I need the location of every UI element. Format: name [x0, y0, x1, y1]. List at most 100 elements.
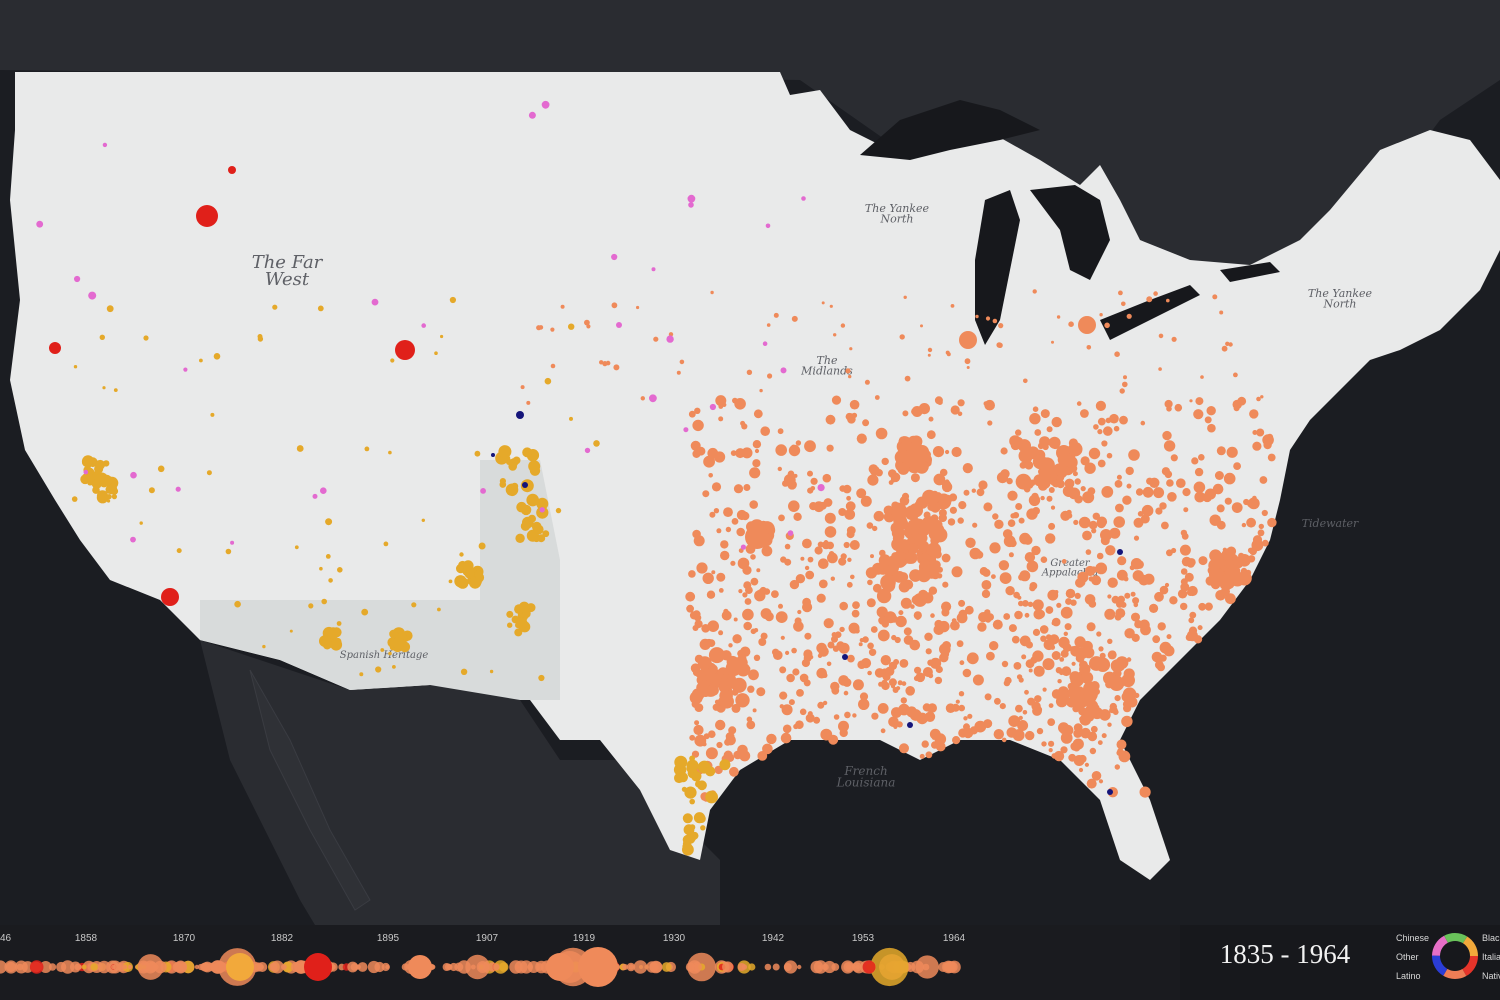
event-dot-black — [758, 638, 767, 646]
timeline-event-mark — [465, 954, 490, 980]
event-dot-black — [1091, 771, 1102, 781]
event-dot-latino — [106, 499, 111, 503]
event-dot-black — [760, 608, 772, 620]
event-dot-black — [1045, 606, 1054, 614]
event-dot-black — [851, 412, 858, 419]
event-dot-black — [1059, 657, 1065, 662]
event-dot-black — [1262, 434, 1274, 446]
event-dot-latino — [71, 496, 78, 502]
event-dot-black — [1034, 429, 1042, 436]
region-label-line1: The Yankee — [865, 202, 930, 215]
region-label-line1: The Yankee — [1308, 287, 1373, 300]
event-dot-black — [1233, 405, 1240, 412]
event-dot-black — [1123, 375, 1127, 380]
event-dot-latino — [102, 386, 106, 390]
event-dot-native — [102, 142, 108, 148]
event-dot-black — [1212, 483, 1224, 495]
event-dot-latino — [555, 507, 562, 514]
event-dot-black — [1096, 631, 1102, 637]
event-dot-black — [1130, 558, 1143, 570]
event-dot-black — [753, 654, 761, 661]
event-dot-black — [1033, 665, 1045, 677]
timeline-event-mark — [367, 960, 380, 974]
event-dot-black — [720, 550, 730, 561]
event-dot-black — [752, 459, 761, 468]
event-dot-black — [975, 314, 979, 319]
event-dot-black — [994, 519, 1004, 529]
timeline-track[interactable] — [0, 925, 1180, 1000]
event-dot-black — [849, 347, 853, 351]
timeline-event-mark — [622, 964, 629, 970]
event-dot-black — [814, 546, 823, 555]
event-dot-black — [962, 727, 974, 739]
event-dot-black — [1120, 601, 1127, 608]
event-dot-black — [1034, 695, 1042, 703]
event-dot-latino — [234, 600, 241, 608]
event-dot-black — [921, 740, 929, 748]
event-dot-black — [793, 473, 798, 478]
event-dot-black — [1061, 666, 1072, 677]
event-dot-black — [828, 551, 835, 557]
event-dot-black — [689, 691, 703, 705]
event-dot-black — [725, 526, 732, 533]
event-dot-black — [991, 574, 996, 579]
event-dot-italian — [1107, 789, 1113, 795]
event-dot-native — [651, 267, 656, 272]
event-dot-black — [942, 581, 949, 588]
event-dot-black — [966, 366, 970, 369]
event-dot-black — [750, 554, 756, 560]
event-dot-black — [933, 473, 946, 486]
event-dot-black — [946, 352, 951, 357]
wheel-segment-other — [1432, 933, 1478, 979]
event-dot-black — [705, 747, 718, 760]
event-dot-black — [1107, 650, 1117, 660]
event-dot-black — [773, 312, 779, 318]
event-dot-black — [999, 703, 1006, 710]
event-dot-black — [1114, 695, 1121, 702]
event-dot-black — [1174, 403, 1183, 412]
event-dot-black — [1018, 600, 1024, 607]
event-dot-black — [884, 611, 897, 624]
timeline-bar[interactable]: 1846 1858 1870 1882 1895 1907 1919 1930 1942 1953… — [0, 925, 1180, 1000]
event-dot-black — [712, 703, 720, 711]
timeline-event-mark — [257, 962, 268, 972]
event-dot-black — [1189, 611, 1197, 619]
timeline-event-mark — [113, 963, 121, 971]
event-dot-latino — [489, 669, 494, 674]
event-dot-black — [1074, 592, 1081, 600]
event-dot-black — [714, 699, 720, 705]
event-dot-latino — [507, 622, 513, 628]
event-dot-black — [862, 636, 869, 643]
event-dot-black — [856, 433, 867, 444]
event-dot-black — [870, 626, 878, 633]
event-dot-latino — [448, 579, 453, 584]
event-dot-black — [850, 574, 855, 580]
event-dot-black — [1018, 517, 1025, 524]
region-label: The Far West — [252, 252, 324, 290]
event-dot-black — [851, 609, 860, 618]
event-dot-black — [725, 753, 735, 762]
timeline-event-mark — [915, 955, 939, 979]
timeline-event-mark — [944, 961, 957, 973]
event-dot-black — [998, 323, 1004, 329]
event-dot-latino — [210, 412, 215, 417]
baja-peninsula — [249, 669, 371, 911]
event-dot-black — [972, 674, 984, 686]
event-dot-black — [1246, 517, 1256, 528]
event-dot-native — [74, 275, 81, 283]
event-dot-black — [826, 541, 834, 550]
event-dot-latino — [411, 602, 417, 608]
event-dot-black — [1012, 512, 1020, 519]
event-dot-latino — [364, 446, 370, 452]
timeline-year-tick: 1882 — [270, 933, 294, 944]
event-dot-black — [1109, 413, 1119, 424]
event-dot-black — [779, 691, 788, 700]
event-dot-chinese — [228, 166, 236, 174]
event-dot-black — [526, 400, 531, 405]
event-dot-black — [1091, 575, 1102, 586]
legend-label-latino: Latino — [1396, 971, 1421, 981]
event-dot-black — [903, 627, 912, 636]
event-dot-black — [1237, 571, 1252, 586]
event-dot-black — [1216, 446, 1226, 456]
